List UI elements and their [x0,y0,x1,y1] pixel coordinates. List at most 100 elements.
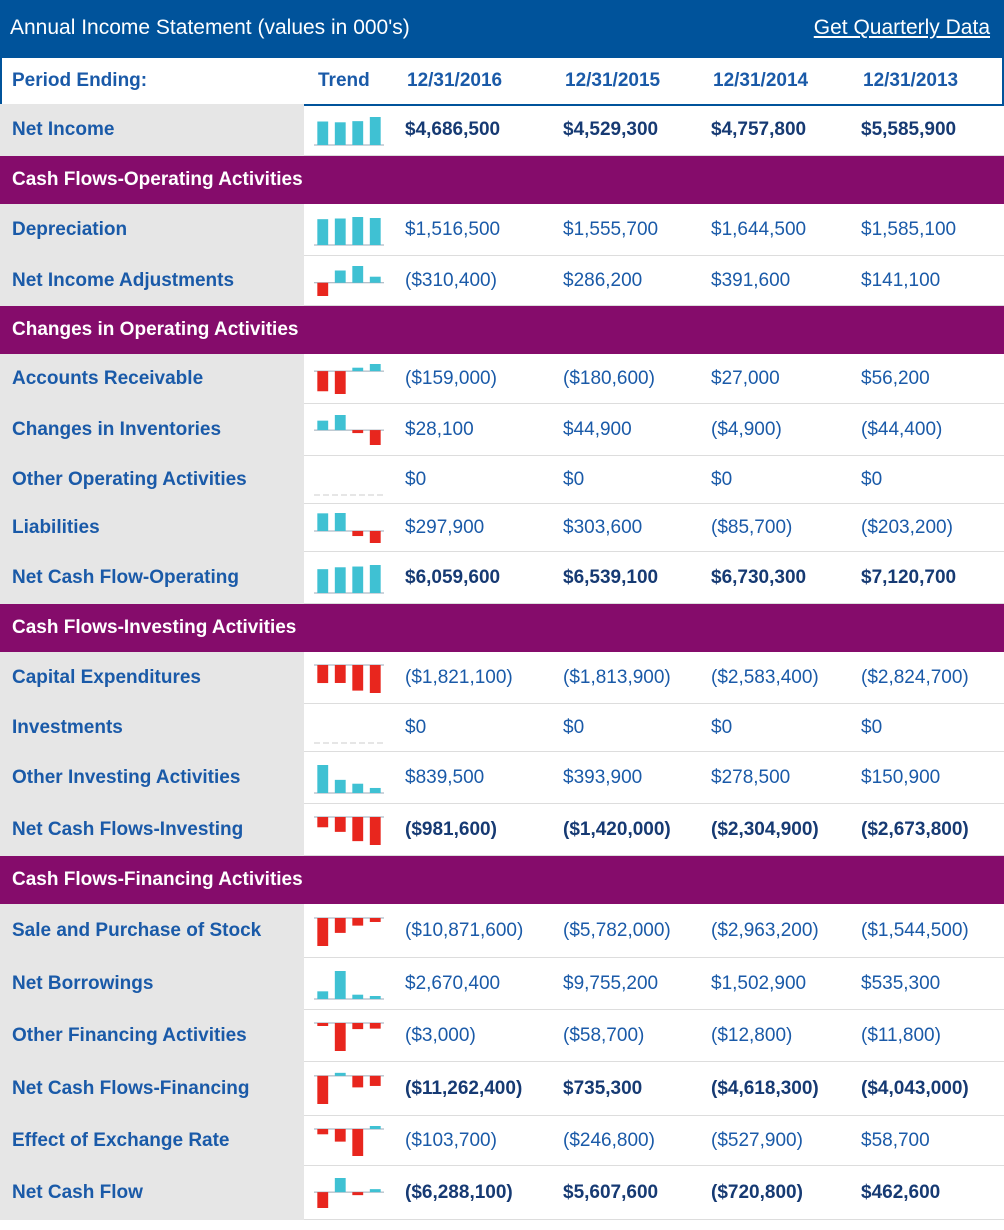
value-cell: ($1,813,900) [563,667,671,688]
trend-bar [352,665,364,691]
value-cell: $4,529,300 [563,119,659,140]
row-divider [304,1219,1004,1220]
table-row: Net Cash Flows-Investing ($981,600) ($1,42… [0,804,1004,856]
trend-sparkline [314,364,384,394]
table-row: Investments $0 $0 $0 $0 [0,704,1004,752]
table-row: Other Operating Activities $0 $0 $0 $0 [0,456,1004,504]
trend-sparkline [314,816,384,845]
value-cell: $141,100 [861,270,941,291]
trend-bar [334,415,346,431]
value-cell: $2,670,400 [405,973,501,994]
statement-title: Annual Income Statement (values in 000's… [10,16,410,39]
trend-bar [352,566,364,593]
table-row: Changes in Inventories $28,100 $44,900 ($4,… [0,404,1004,456]
row-label-cell: Other Operating Activities [0,456,304,504]
row-label-cell: Liabilities [0,504,304,552]
row-divider [304,855,1004,856]
row-label: Net Cash Flows-Financing [12,1078,250,1099]
table-row: Other Investing Activities $839,500 $393,9… [0,752,1004,804]
date-header-2016: 12/31/2016 [407,70,503,91]
table-row: Net Income $4,686,500 $4,529,300 $4,757,800… [0,104,1004,156]
value-cell: $1,585,100 [861,219,957,240]
trend-bar [334,779,346,793]
value-cell: $0 [405,469,427,490]
row-divider [304,1061,1004,1062]
table-row: Effect of Exchange Rate ($103,700) ($246,8… [0,1116,1004,1166]
table-row: Sale and Purchase of Stock ($10,871,600) (… [0,904,1004,958]
trend-bar [369,1189,381,1193]
row-divider [304,1009,1004,1010]
value-cell: ($10,871,600) [405,920,524,941]
row-label: Sale and Purchase of Stock [12,920,262,941]
row-label-cell: Other Financing Activities [0,1010,304,1062]
value-cell: $535,300 [861,973,941,994]
get-quarterly-data-link[interactable]: Get Quarterly Data [813,16,990,39]
table-row: Depreciation $1,516,500 $1,555,700 $1,644,5… [0,204,1004,256]
table-row: Other Financing Activities ($3,000) ($58,7… [0,1010,1004,1062]
trend-bar [352,367,364,372]
value-cell: $4,686,500 [405,119,501,140]
row-label: Net Cash Flow [12,1182,143,1203]
trend-bar [334,817,346,832]
row-divider [304,803,1004,804]
row-divider [304,255,1004,256]
value-cell: $1,502,900 [711,973,807,994]
row-label-cell: Accounts Receivable [0,354,304,404]
value-cell: ($1,821,100) [405,667,513,688]
row-label: Other Operating Activities [12,469,247,490]
row-divider [304,751,1004,752]
trend-header: Trend [318,70,370,91]
trend-bar [352,121,364,145]
value-cell: ($203,200) [861,517,953,538]
trend-bar [317,513,329,531]
row-label: Depreciation [12,219,128,240]
value-cell: $393,900 [563,767,643,788]
value-cell: $286,200 [563,270,643,291]
value-cell: $303,600 [563,517,643,538]
value-cell: $9,755,200 [563,973,659,994]
value-cell: ($981,600) [405,819,497,840]
value-cell: $150,900 [861,767,941,788]
row-label-cell: Net Cash Flows-Investing [0,804,304,856]
section-header-cash-flows-investing-activities: Cash Flows-Investing Activities [0,604,1004,652]
row-divider [304,603,1004,604]
value-cell: ($159,000) [405,368,497,389]
trend-bar [352,1075,364,1088]
section-title: Cash Flows-Operating Activities [12,169,303,190]
trend-bar [369,430,381,445]
row-label: Other Financing Activities [12,1025,247,1046]
row-label-cell: Changes in Inventories [0,404,304,456]
trend-bar [352,266,364,283]
value-cell: ($180,600) [563,368,655,389]
row-label-cell: Other Investing Activities [0,752,304,804]
value-cell: ($1,544,500) [861,920,969,941]
table-row: Net Income Adjustments ($310,400) $286,200… [0,256,1004,306]
trend-bar [369,117,381,145]
trend-sparkline [314,217,384,246]
trend-bar [352,918,364,926]
trend-bar [317,918,329,946]
trend-sparkline [314,765,384,794]
value-cell: ($310,400) [405,270,497,291]
row-divider [304,403,1004,404]
value-cell: ($4,043,000) [861,1078,969,1099]
table-row: Net Cash Flow-Operating $6,059,600 $6,539,… [0,552,1004,604]
trend-bar [369,1023,381,1029]
trend-sparkline [314,494,384,496]
value-cell: $735,300 [563,1078,643,1099]
value-cell: $6,730,300 [711,567,807,588]
statement-header-bar: Annual Income Statement (values in 000's… [0,0,1004,58]
value-cell: ($720,800) [711,1182,803,1203]
row-label-cell: Effect of Exchange Rate [0,1116,304,1166]
row-divider [304,957,1004,958]
row-divider [304,503,1004,504]
row-divider [304,455,1004,456]
trend-bar [369,996,381,999]
trend-bar [352,1192,364,1196]
value-cell: ($2,824,700) [861,667,969,688]
value-cell: $0 [563,717,585,738]
value-cell: $58,700 [861,1130,930,1151]
trend-sparkline [314,117,384,146]
trend-bar [334,918,346,933]
trend-sparkline [314,1072,384,1104]
